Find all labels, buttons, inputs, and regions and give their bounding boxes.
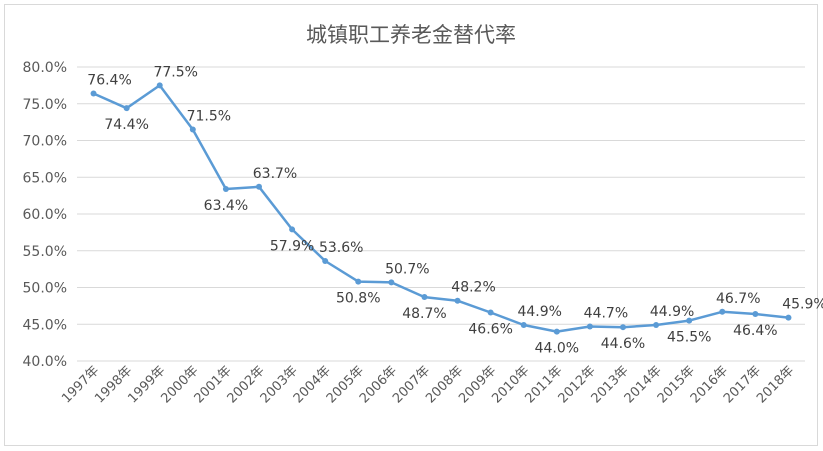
data-label: 44.7% — [584, 305, 628, 321]
data-label: 44.9% — [517, 304, 561, 320]
data-point — [388, 279, 395, 286]
data-point — [289, 226, 296, 233]
data-label: 74.4% — [104, 117, 148, 133]
y-tick-label: 40.0% — [23, 354, 67, 370]
x-tick-label: 2018年 — [754, 363, 797, 406]
data-labels: 76.4% 74.4% 77.5% 71.5% 63.4% 63.7% 57.9% 53.6%… — [87, 64, 823, 356]
data-point — [156, 82, 163, 89]
data-point — [785, 314, 792, 321]
data-label: 48.2% — [451, 280, 495, 296]
data-label: 50.7% — [385, 261, 429, 277]
data-label: 71.5% — [187, 108, 231, 124]
data-point — [520, 321, 527, 328]
data-label: 76.4% — [87, 72, 131, 88]
data-point — [256, 183, 262, 190]
data-point — [90, 90, 97, 97]
data-point — [620, 324, 626, 331]
data-label: 57.9% — [270, 238, 314, 254]
data-point — [355, 278, 362, 285]
y-tick-label: 50.0% — [23, 281, 67, 297]
x-axis-ticks: 1997年1998年1999年2000年2001年2002年2003年2004年… — [59, 363, 797, 406]
data-label: 63.7% — [253, 166, 297, 182]
data-point — [222, 186, 229, 193]
data-label: 50.8% — [336, 291, 380, 307]
chart-title: 城镇职工养老金替代率 — [306, 23, 516, 47]
data-label: 63.4% — [204, 198, 248, 214]
data-point — [123, 105, 130, 112]
data-points — [90, 82, 792, 335]
data-label: 44.9% — [650, 304, 694, 320]
y-tick-label: 65.0% — [23, 170, 67, 186]
data-label: 46.7% — [716, 291, 760, 307]
data-point — [553, 328, 560, 335]
data-point — [653, 321, 660, 328]
data-label: 77.5% — [153, 64, 197, 80]
data-point — [586, 323, 593, 330]
data-label: 53.6% — [319, 240, 363, 256]
series-line — [92, 84, 789, 333]
y-tick-label: 60.0% — [23, 207, 67, 223]
gridlines — [77, 66, 805, 362]
y-tick-label: 70.0% — [23, 134, 67, 150]
data-point — [189, 126, 196, 133]
y-tick-label: 75.0% — [23, 97, 67, 113]
data-point — [454, 297, 461, 304]
y-tick-label: 45.0% — [23, 317, 67, 333]
chart-frame — [4, 4, 818, 446]
data-point — [752, 310, 759, 317]
data-label: 45.5% — [667, 330, 711, 346]
data-label: 44.0% — [535, 341, 579, 357]
data-label: 46.6% — [468, 321, 512, 337]
data-point — [322, 258, 329, 265]
y-tick-label: 80.0% — [23, 60, 67, 76]
data-label: 46.4% — [733, 323, 777, 339]
data-label: 44.6% — [601, 336, 645, 352]
series-line-group — [92, 84, 789, 333]
y-axis-ticks: 40.0% 45.0% 50.0% 55.0% 60.0% 65.0% 70.0% 75.0%… — [23, 60, 67, 370]
data-point — [719, 308, 726, 315]
data-label: 45.9% — [782, 297, 823, 313]
data-point — [421, 294, 428, 301]
y-tick-label: 55.0% — [23, 244, 67, 260]
data-point — [686, 317, 693, 324]
data-point — [487, 309, 494, 316]
data-label: 48.7% — [402, 306, 446, 322]
